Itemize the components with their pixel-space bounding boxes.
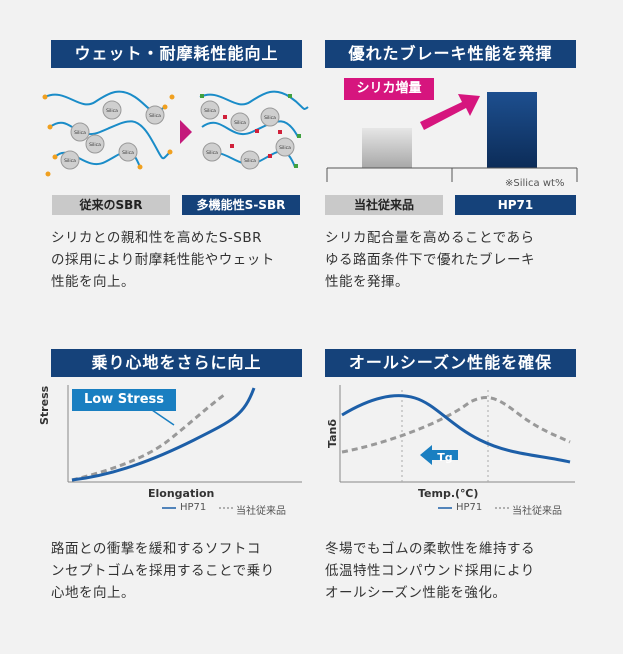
stress-elongation-chart	[67, 385, 302, 509]
tan-delta-chart	[339, 385, 575, 509]
season-legend-conventional: 当社従来品	[512, 506, 562, 517]
ride-legend-conventional: 当社従来品	[236, 506, 286, 517]
ride-panel-title: 乗り心地をさらに向上	[51, 349, 302, 377]
wet-description: シリカとの親和性を高めたS-SBR の採用により耐摩耗性能やウェット 性能を向上…	[51, 227, 311, 293]
tg-label: Tg	[437, 451, 453, 464]
temperature-axis-label: Temp.(℃)	[418, 487, 479, 500]
multifunctional-ssbr-diagram: Silica Silica Silica Silica Silica Silica	[199, 90, 309, 170]
brake-desc-line: シリカ配合量を高めることであら	[325, 230, 535, 246]
brake-desc-line: ゆる路面条件下で優れたブレーキ	[325, 252, 535, 268]
silica-particle-label: Silica	[206, 150, 218, 156]
conventional-sbr-label: 従来のSBR	[52, 195, 170, 215]
silica-particle-label: Silica	[106, 108, 118, 114]
season-panel-title: オールシーズン性能を確保	[325, 349, 576, 377]
silica-particle-label: Silica	[64, 158, 76, 164]
ride-desc-line: 心地を向上。	[51, 585, 135, 601]
conventional-product-label: 当社従来品	[325, 195, 443, 215]
increase-arrow-icon	[420, 94, 480, 130]
ride-desc-line: ンセプトゴムを採用することで乗り	[51, 563, 275, 579]
conventional-curve	[71, 393, 225, 482]
ride-desc-line: 路面との衝撃を緩和するソフトコ	[51, 541, 261, 557]
silica-increase-badge: シリカ増量	[344, 78, 434, 100]
silica-particle-label: Silica	[74, 130, 86, 136]
multifunctional-ssbr-label: 多機能性S-SBR	[182, 195, 300, 215]
season-legend-hp71: HP71	[456, 502, 483, 513]
wet-desc-line: の採用により耐摩耗性能やウェット	[51, 252, 275, 268]
season-desc-line: 冬場でもゴムの柔軟性を維持する	[325, 541, 535, 557]
elongation-axis-label: Elongation	[148, 487, 215, 500]
season-desc-line: オールシーズン性能を強化。	[325, 585, 507, 601]
silica-particle-label: Silica	[264, 115, 276, 121]
transform-arrow-icon	[180, 120, 192, 144]
tan-delta-axis-label: Tanδ	[326, 419, 339, 448]
season-description: 冬場でもゴムの柔軟性を維持する 低温特性コンパウンド採用により オールシーズン性…	[325, 538, 595, 604]
hp71-label: HP71	[455, 195, 576, 215]
brake-description: シリカ配合量を高めることであら ゆる路面条件下で優れたブレーキ 性能を発揮。	[325, 227, 595, 293]
conventional-bar	[362, 128, 412, 168]
wet-desc-line: 性能を向上。	[51, 274, 135, 290]
silica-particle-label: Silica	[204, 108, 216, 114]
stress-axis-label: Stress	[38, 385, 51, 425]
silica-particle-label: Silica	[234, 120, 246, 126]
brake-desc-line: 性能を発揮。	[325, 274, 409, 290]
silica-particle-label: Silica	[149, 113, 161, 119]
brake-bar-chart	[326, 92, 578, 182]
hp71-bar	[487, 92, 537, 168]
tg-shift-arrow-icon	[420, 445, 458, 465]
season-desc-line: 低温特性コンパウンド採用により	[325, 563, 535, 579]
silica-particle-label: Silica	[279, 145, 291, 151]
wet-panel-title: ウェット・耐摩耗性能向上	[51, 40, 302, 68]
wet-desc-line: シリカとの親和性を高めたS-SBR	[51, 230, 263, 246]
silica-particle-label: Silica	[244, 158, 256, 164]
silica-note: ※Silica wt%	[505, 178, 565, 189]
silica-particle-label: Silica	[89, 142, 101, 148]
ride-description: 路面との衝撃を緩和するソフトコ ンセプトゴムを採用することで乗り 心地を向上。	[51, 538, 321, 604]
hp71-curve	[341, 394, 571, 464]
conventional-curve	[341, 396, 571, 454]
ride-legend-hp71: HP71	[180, 502, 207, 513]
low-stress-callout: Low Stress	[72, 389, 176, 411]
silica-particle-label: Silica	[122, 150, 134, 156]
hp71-curve	[71, 387, 256, 482]
brake-panel-title: 優れたブレーキ性能を発揮	[325, 40, 576, 68]
